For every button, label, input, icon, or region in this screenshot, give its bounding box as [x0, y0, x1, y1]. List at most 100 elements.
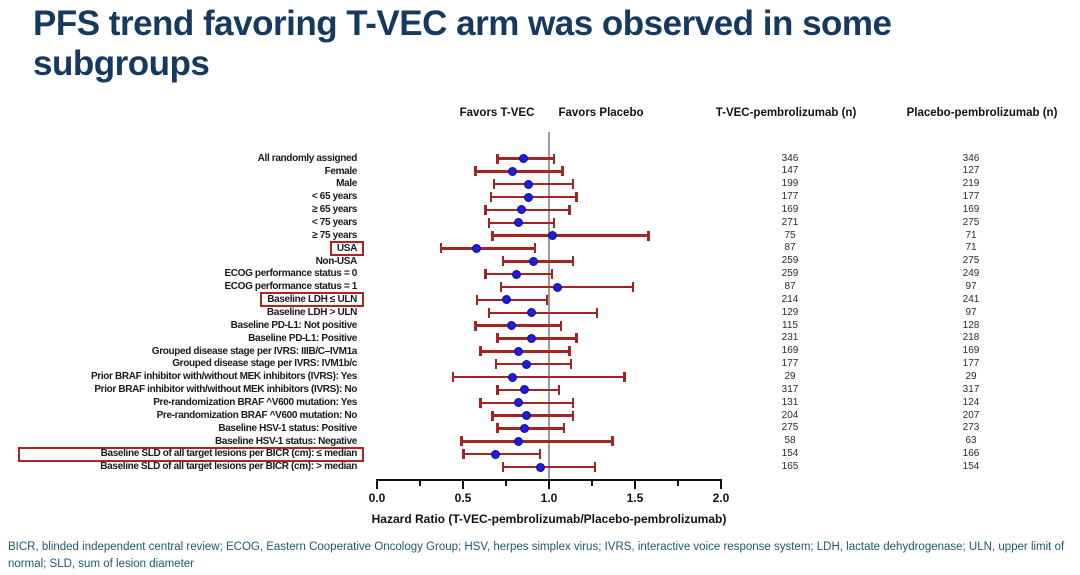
ci-cap-low	[474, 320, 477, 331]
favors-placebo-header: Favors Placebo	[558, 107, 644, 119]
ci-cap-low	[496, 384, 499, 395]
x-axis-minor-tick	[591, 481, 593, 486]
n-value-tvec: 169	[781, 203, 799, 215]
subgroup-label: Prior BRAF inhibitor with/without MEK in…	[90, 371, 357, 383]
ci-bar	[492, 234, 649, 237]
hr-point	[547, 231, 557, 241]
subgroup-label: Male	[336, 178, 357, 190]
n-value-tvec: 259	[781, 268, 799, 280]
subgroup-label: Baseline LDH ≤ ULN	[267, 294, 357, 306]
ci-bar	[500, 285, 634, 289]
hr-point	[508, 166, 518, 176]
ci-cap-high	[647, 230, 650, 241]
hr-point	[522, 411, 532, 421]
hr-point	[527, 308, 537, 318]
subgroup-label: Grouped disease stage per IVRS: IIIB/C–I…	[151, 345, 358, 357]
n-value-placebo: 218	[962, 332, 980, 344]
n-value-tvec: 231	[781, 332, 799, 344]
n-value-tvec: 346	[781, 152, 799, 164]
ci-cap-high	[568, 346, 571, 357]
n-value-placebo: 273	[962, 422, 980, 434]
x-axis-major-tick	[376, 481, 378, 489]
n-value-tvec: 177	[781, 358, 799, 370]
ci-cap-high	[561, 166, 564, 177]
ci-bar	[476, 298, 548, 302]
ci-cap-low	[491, 230, 494, 241]
ci-bar	[502, 465, 596, 469]
subgroup-label: Baseline SLD of all target lesions per B…	[100, 448, 358, 460]
ci-bar	[497, 337, 577, 340]
n-value-tvec: 177	[781, 191, 799, 203]
n-value-placebo: 29	[965, 371, 977, 383]
x-axis-minor-tick	[677, 481, 679, 486]
ci-cap-low	[462, 449, 465, 460]
tvec-n-column-header: T-VEC-pembrolizumab (n)	[715, 107, 857, 119]
ci-cap-low	[501, 462, 505, 473]
n-value-placebo: 219	[962, 178, 980, 190]
subgroup-label: < 75 years	[311, 216, 358, 228]
n-value-tvec: 129	[781, 306, 799, 318]
n-value-tvec: 271	[781, 216, 799, 228]
ci-cap-high	[593, 462, 597, 473]
n-value-placebo: 177	[962, 358, 980, 370]
ci-cap-low	[499, 282, 503, 293]
hr-point	[513, 218, 523, 228]
hr-point	[518, 154, 528, 163]
subgroup-label: ≥ 65 years	[312, 204, 357, 216]
n-value-tvec: 131	[781, 396, 799, 408]
ci-cap-low	[501, 256, 505, 267]
ci-cap-high	[559, 320, 563, 331]
n-value-placebo: 97	[965, 281, 977, 293]
ci-bar	[493, 182, 574, 186]
ci-cap-high	[575, 192, 578, 203]
subgroup-label: Prior BRAF inhibitor with/without MEK in…	[94, 384, 357, 396]
ci-cap-high	[631, 282, 635, 293]
n-value-tvec: 154	[781, 448, 799, 460]
ci-cap-high	[623, 372, 626, 383]
subgroup-label: Baseline PD-L1: Positive	[248, 332, 357, 344]
ci-bar	[475, 170, 563, 173]
ci-cap-low	[474, 166, 477, 177]
ci-bar	[490, 195, 577, 199]
subgroup-label: ECOG performance status = 1	[224, 281, 357, 293]
ci-bar	[488, 311, 598, 315]
subgroup-label: Baseline HSV-1 status: Positive	[218, 422, 357, 434]
n-value-tvec: 147	[781, 165, 799, 177]
ci-cap-low	[491, 410, 494, 421]
ci-bar	[452, 375, 625, 379]
highlight-box	[260, 292, 364, 308]
highlight-box	[330, 240, 364, 256]
reference-line	[548, 132, 550, 481]
x-axis-minor-tick	[505, 481, 507, 486]
n-value-placebo: 241	[962, 293, 980, 305]
n-value-tvec: 87	[784, 242, 796, 254]
favors-tvec-header: Favors T-VEC	[459, 107, 535, 119]
subgroup-label: Baseline LDH > ULN	[266, 306, 357, 318]
slide-title: PFS trend favoring T-VEC arm was observe…	[33, 4, 892, 83]
n-value-placebo: 154	[962, 461, 980, 473]
ci-cap-low	[439, 243, 443, 254]
ci-cap-high	[568, 204, 571, 215]
ci-cap-high	[552, 217, 556, 228]
ci-bar	[485, 208, 570, 212]
n-value-tvec: 29	[784, 371, 796, 383]
ci-bar	[475, 324, 562, 327]
x-axis-major-tick	[634, 481, 636, 489]
n-value-placebo: 71	[965, 229, 977, 241]
ci-cap-low	[479, 397, 482, 408]
hr-point	[523, 192, 533, 202]
n-value-tvec: 58	[784, 435, 796, 447]
n-value-placebo: 169	[962, 203, 980, 215]
subgroup-label: Baseline PD-L1: Not positive	[230, 319, 358, 331]
n-value-placebo: 207	[962, 409, 980, 421]
ci-cap-low	[487, 307, 491, 318]
hr-point	[511, 269, 521, 279]
x-axis-major-tick	[720, 481, 722, 489]
ci-cap-high	[571, 256, 575, 267]
ci-cap-high	[533, 243, 537, 254]
n-value-placebo: 317	[962, 383, 980, 395]
x-axis-tick-label: 2.0	[712, 491, 730, 505]
ci-bar	[492, 414, 574, 417]
subgroup-label: Baseline SLD of all target lesions per B…	[100, 461, 357, 473]
